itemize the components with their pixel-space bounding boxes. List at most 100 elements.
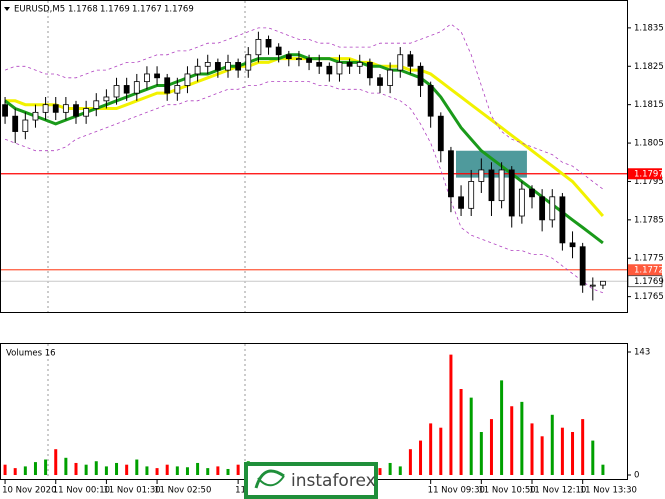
last-price-label: 1.1769 xyxy=(634,277,664,287)
candle-body xyxy=(62,104,69,113)
x-tick-label: 11 Nov 01:30 xyxy=(103,486,160,496)
watermark-text: instaforex xyxy=(291,471,376,491)
candle-body xyxy=(468,181,475,209)
candle-body xyxy=(366,62,373,79)
candle-body xyxy=(488,169,495,202)
y-tick-label: 1.1785 xyxy=(634,215,664,225)
candle-body xyxy=(417,65,424,86)
candle-body xyxy=(2,104,8,117)
plot-layer xyxy=(1,23,631,484)
watermark: instaforex xyxy=(244,462,378,499)
candle-body xyxy=(42,104,49,113)
x-tick-label: 10 Nov 2020 xyxy=(2,486,56,496)
candle-body xyxy=(397,54,404,71)
volume-tick-label: 143 xyxy=(634,348,650,358)
candle-body xyxy=(154,73,160,79)
candle-body xyxy=(326,65,333,75)
y-tick-label: 1.1825 xyxy=(634,62,664,72)
candle-body xyxy=(589,284,596,287)
candle-body xyxy=(387,69,394,86)
candle-body xyxy=(133,81,140,94)
candle-body xyxy=(52,104,59,113)
overlay-layer: 1.1835 1.1825 1.1815 1.1805 1.1795 1.1785 1.17… xyxy=(2,23,664,495)
candle-body xyxy=(184,73,191,86)
candle-body xyxy=(113,85,120,98)
candle-body xyxy=(296,58,302,60)
x-tick-label: 11 Nov 00:10 xyxy=(53,486,110,496)
last-price-box xyxy=(627,275,663,288)
candle-body xyxy=(579,246,586,286)
candle-body xyxy=(518,188,525,217)
watermark-icon xyxy=(254,469,285,489)
volume-title: Volumes 16 xyxy=(6,349,56,359)
candle-body xyxy=(164,77,171,94)
candle-body xyxy=(103,96,110,102)
candle-body xyxy=(346,62,353,67)
candle-body xyxy=(255,38,262,56)
candle-body xyxy=(356,62,363,67)
candle-body xyxy=(225,62,231,71)
candle-body xyxy=(306,58,312,63)
candle-body xyxy=(336,62,343,75)
header-low: 1.1767 xyxy=(132,5,162,15)
candle-body xyxy=(498,169,505,202)
indicator-line xyxy=(5,57,605,217)
level-label-box xyxy=(628,264,662,276)
candle-body xyxy=(235,62,242,71)
watermark-icon xyxy=(257,475,285,487)
candle-body xyxy=(407,54,414,67)
y-tick-label: 1.1805 xyxy=(634,139,664,149)
x-tick-label: 11 Nov 09:30 xyxy=(428,486,485,496)
candle-body xyxy=(285,54,292,59)
candle-body xyxy=(529,188,535,198)
candle-body xyxy=(245,54,252,71)
candle-body xyxy=(569,242,576,248)
candle-body xyxy=(448,150,454,198)
candle-body xyxy=(549,196,556,221)
candle-body xyxy=(194,65,201,75)
candle-body xyxy=(204,62,211,67)
candle-body xyxy=(123,85,130,94)
candle-body xyxy=(437,115,444,152)
level-label-box xyxy=(628,168,662,180)
candle-body xyxy=(32,111,39,121)
x-tick-label: 11 Nov 13:30 xyxy=(580,486,637,496)
candle-body xyxy=(214,62,221,71)
x-tick-label: 11 Nov 10:50 xyxy=(478,486,535,496)
candle-body xyxy=(83,108,90,117)
indicator-line xyxy=(4,23,604,190)
candle-body xyxy=(539,196,546,221)
x-tick-label: 11 Nov 02:50 xyxy=(154,486,211,496)
candle-body xyxy=(22,119,29,132)
candle-body xyxy=(316,62,323,67)
candle-body xyxy=(508,169,515,217)
y-tick-label: 1.1775 xyxy=(634,254,664,264)
indicator-line xyxy=(4,53,604,245)
candle-body xyxy=(559,196,566,244)
level-label: 1.1772 xyxy=(634,265,664,275)
y-tick-label: 1.1765 xyxy=(634,292,664,302)
candle-body xyxy=(93,100,100,109)
candle-body xyxy=(275,46,282,56)
candle-body xyxy=(12,115,19,132)
y-tick-label: 1.1835 xyxy=(634,23,664,33)
dropdown-arrow xyxy=(4,7,10,11)
header-high: 1.1769 xyxy=(100,5,130,15)
symbol: EURUSD,M5 xyxy=(14,5,65,15)
candle-body xyxy=(265,38,272,48)
indicator-line xyxy=(4,81,604,294)
y-tick-label: 1.1815 xyxy=(634,100,664,110)
x-tick-label: 11 Nov 12:10 xyxy=(529,486,586,496)
candle-body xyxy=(600,280,606,286)
header-close: 1.1769 xyxy=(164,5,194,15)
candle-body xyxy=(174,85,181,94)
candle-body xyxy=(478,169,485,182)
level-label: 1.1797 xyxy=(634,169,664,179)
volume-tick-label: 0 xyxy=(634,471,639,481)
candle-body xyxy=(458,196,464,209)
header-open: 1.1768 xyxy=(68,5,98,15)
y-tick-label: 1.1795 xyxy=(634,177,664,187)
candle-body xyxy=(144,73,150,83)
